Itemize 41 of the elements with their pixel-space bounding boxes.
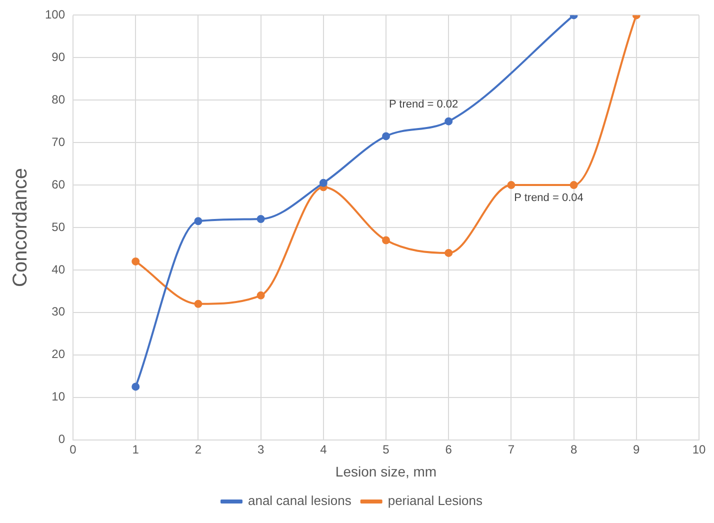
y-axis-title: Concordance [10, 168, 32, 287]
y-tick-label: 10 [52, 390, 66, 404]
x-tick-label: 2 [194, 442, 202, 456]
x-tick-label: 9 [633, 442, 640, 456]
point [444, 117, 453, 126]
legend-label: anal canal lesions [248, 493, 352, 508]
point [382, 132, 390, 140]
x-tick-label: 7 [508, 442, 515, 456]
x-tick-label: 5 [382, 442, 390, 456]
annotation: P trend = 0.02 [388, 98, 458, 110]
y-tick-label: 100 [44, 8, 66, 22]
point [319, 178, 328, 187]
annotation: P trend = 0.04 [514, 192, 584, 204]
y-tick-label: 40 [52, 262, 66, 276]
point [444, 248, 453, 257]
y-tick-label: 50 [52, 220, 66, 234]
point [194, 217, 202, 226]
point [382, 236, 390, 244]
x-tick-label: 0 [70, 442, 77, 456]
y-tick-label: 80 [52, 92, 66, 106]
x-tick-label: 3 [257, 442, 264, 456]
x-tick-label: 8 [570, 442, 578, 456]
y-tick-label: 20 [52, 347, 66, 362]
point [507, 181, 516, 190]
y-tick-label: 0 [58, 432, 66, 446]
x-tick-label: 6 [445, 442, 452, 456]
legend-label: perianal Lesions [388, 493, 484, 508]
x-tick-label: 10 [692, 442, 706, 456]
y-tick-label: 90 [52, 50, 66, 64]
point [570, 181, 578, 190]
point [256, 215, 265, 224]
y-tick-label: 70 [52, 134, 66, 149]
x-tick-label: 1 [132, 442, 140, 456]
point [194, 300, 202, 308]
y-tick-label: 60 [52, 177, 66, 192]
point [132, 257, 140, 266]
point [256, 291, 265, 300]
x-axis-title: Lesion size, mm [335, 463, 437, 480]
point [132, 382, 140, 391]
x-tick-label: 4 [320, 442, 328, 456]
y-tick-label: 30 [52, 304, 66, 319]
